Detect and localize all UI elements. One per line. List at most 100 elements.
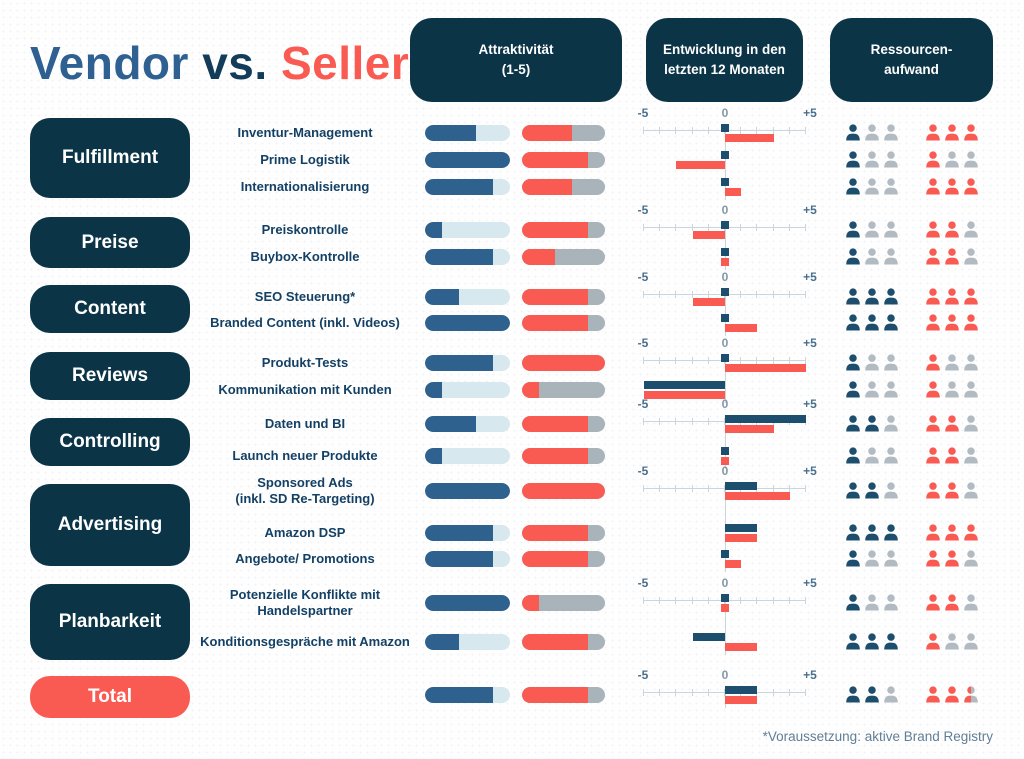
dev-bar-seller — [692, 231, 725, 239]
resource-icon-seller — [925, 447, 941, 464]
dev-axis-tick — [756, 597, 758, 604]
dev-axis-tick — [691, 127, 693, 134]
attr-bar-vendor — [425, 416, 510, 432]
attr-bar-vendor — [425, 595, 510, 611]
resource-icon-vendor — [864, 524, 880, 541]
resource-icon-vendor — [883, 594, 899, 611]
dev-axis-tick — [788, 224, 790, 231]
attr-bar-seller — [522, 249, 605, 265]
attr-bar-seller-fill — [522, 315, 589, 331]
dev-bar-seller — [676, 161, 725, 169]
dev-axis-tick — [659, 127, 661, 134]
resource-icon-seller — [963, 594, 979, 611]
dev-axis-tick — [805, 485, 806, 492]
resource-icon-seller — [925, 550, 941, 567]
row-label: Kommunikation mit Kunden — [218, 381, 392, 397]
dev-axis-tick — [643, 357, 644, 364]
dev-axis-tick — [643, 291, 644, 298]
dev-bar-vendor — [721, 248, 729, 256]
dev-axis-label-zero: 0 — [721, 270, 729, 284]
resource-icon-seller — [925, 524, 941, 541]
row-label: Daten und BI — [264, 415, 346, 431]
category-pill-planbarkeit: Planbarkeit — [30, 584, 190, 660]
category-pill-advertising: Advertising — [30, 484, 190, 566]
attr-bar-vendor-fill — [425, 152, 510, 168]
resource-icon-vendor — [864, 447, 880, 464]
resource-icon-vendor — [864, 550, 880, 567]
attr-bar-seller — [522, 595, 605, 611]
resource-icon-seller — [944, 314, 960, 331]
resource-icon-seller — [925, 633, 941, 650]
resource-icon-seller — [944, 221, 960, 238]
resource-icon-vendor — [883, 124, 899, 141]
dev-axis-tick — [659, 689, 661, 696]
dev-bar-seller — [725, 696, 758, 704]
dev-axis-label-max: +5 — [803, 576, 817, 590]
attr-bar-seller-fill — [522, 448, 589, 464]
dev-axis-tick — [740, 224, 742, 231]
resource-icon-seller — [963, 686, 979, 703]
attr-bar-vendor — [425, 152, 510, 168]
dev-axis-tick — [772, 485, 774, 492]
dev-axis-tick — [740, 597, 742, 604]
dev-axis-label-min: -5 — [637, 336, 649, 350]
category-pill-reviews: Reviews — [30, 352, 190, 400]
row-label: Preiskontrolle — [261, 221, 349, 237]
attr-bar-vendor — [425, 634, 510, 650]
attr-bar-vendor-fill — [425, 249, 493, 265]
attr-bar-vendor-fill — [425, 222, 442, 238]
dev-axis-label-min: -5 — [637, 106, 649, 120]
resource-icon-seller — [944, 524, 960, 541]
resource-icon-seller — [963, 447, 979, 464]
resource-icon-vendor — [864, 314, 880, 331]
dev-axis-tick — [756, 357, 758, 364]
resource-icon-seller — [925, 381, 941, 398]
attr-bar-seller — [522, 634, 605, 650]
category-pill-preise: Preise — [30, 217, 190, 268]
attr-bar-vendor-fill — [425, 382, 442, 398]
dev-bar-seller — [725, 134, 774, 142]
resource-icon-vendor — [864, 594, 880, 611]
attr-bar-seller — [522, 416, 605, 432]
dev-bar-seller — [644, 391, 725, 399]
resource-icon-vendor — [845, 524, 861, 541]
resource-icon-vendor — [845, 248, 861, 265]
dev-axis-label-min: -5 — [637, 270, 649, 284]
dev-axis-tick — [805, 224, 806, 231]
dev-axis-tick — [707, 485, 709, 492]
resource-icon-vendor — [883, 686, 899, 703]
dev-axis-tick — [772, 689, 774, 696]
dev-bar-seller — [725, 492, 790, 500]
resource-icon-seller — [944, 124, 960, 141]
dev-axis-label-zero: 0 — [721, 668, 729, 682]
page-title: Vendor vs. Seller — [30, 36, 409, 90]
resource-icon-seller — [925, 686, 941, 703]
dev-bar-seller — [725, 324, 758, 332]
resource-icon-vendor — [864, 221, 880, 238]
dev-axis-tick — [772, 127, 774, 134]
row-label: Amazon DSP — [264, 524, 346, 540]
resource-icon-vendor — [883, 447, 899, 464]
resource-icon-vendor — [864, 178, 880, 195]
dev-bar-seller — [721, 258, 729, 266]
dev-axis-tick — [691, 597, 693, 604]
resource-icon-seller — [963, 354, 979, 371]
resource-icon-seller — [925, 151, 941, 168]
dev-axis-tick — [740, 291, 742, 298]
dev-axis-tick — [659, 224, 661, 231]
dev-axis-label-max: +5 — [803, 106, 817, 120]
resource-icon-vendor — [845, 178, 861, 195]
resource-icon-vendor — [883, 288, 899, 305]
dev-axis-tick — [675, 224, 677, 231]
dev-axis-tick — [707, 224, 709, 231]
dev-bar-vendor — [721, 550, 729, 558]
dev-axis-tick — [805, 127, 806, 134]
resource-icon-vendor — [845, 686, 861, 703]
dev-axis-tick — [691, 418, 693, 425]
row-label: Buybox-Kontrolle — [250, 248, 360, 264]
dev-axis-tick — [772, 357, 774, 364]
resource-icon-vendor — [845, 447, 861, 464]
dev-bar-vendor — [721, 288, 729, 296]
resource-icon-vendor — [845, 594, 861, 611]
dev-axis-label-zero: 0 — [721, 576, 729, 590]
